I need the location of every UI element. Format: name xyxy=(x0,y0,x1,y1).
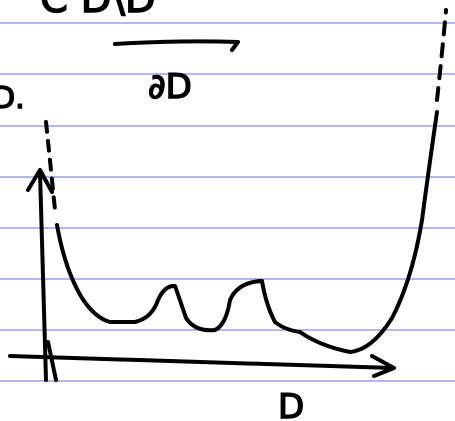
curve xyxy=(57,112,437,352)
top-formula: C D\D xyxy=(40,0,156,22)
note-page: C D\D ∂D D. D xyxy=(0,0,455,421)
curve-dashed-left xyxy=(46,122,55,210)
fraction-denominator: ∂D xyxy=(148,67,192,107)
x-axis-label: D xyxy=(278,387,304,421)
origin-tick xyxy=(48,342,56,380)
fraction-bar xyxy=(115,41,238,50)
left-label: D. xyxy=(0,81,25,116)
x-axis xyxy=(10,356,394,376)
